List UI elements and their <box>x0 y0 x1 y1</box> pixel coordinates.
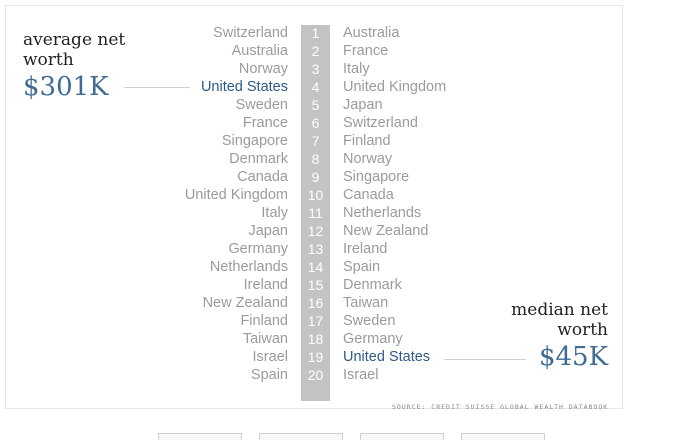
rank-number: 6 <box>311 115 320 131</box>
median-rank-country: Sweden <box>343 313 396 329</box>
median-rank-country: Israel <box>343 367 379 383</box>
average-rank-country: Spain <box>250 367 288 383</box>
average-leader-line <box>124 87 190 88</box>
rank-number: 17 <box>307 313 324 329</box>
rank-number: 14 <box>307 259 324 275</box>
rank-number: 5 <box>311 97 320 113</box>
rank-number: 16 <box>307 295 324 311</box>
bottom-tab-2[interactable] <box>259 433 343 440</box>
average-rank-country: Japan <box>248 223 288 239</box>
average-rank-country: Australia <box>231 43 288 59</box>
average-rank-country: Finland <box>240 313 288 329</box>
average-rank-country: New Zealand <box>202 295 288 311</box>
rank-number: 2 <box>311 43 320 59</box>
average-rank-country: Sweden <box>235 97 288 113</box>
rank-number: 11 <box>308 205 323 221</box>
median-rank-country: Australia <box>343 25 400 41</box>
rank-number: 12 <box>307 223 324 239</box>
average-rank-country: United Kingdom <box>184 187 288 203</box>
rank-number: 19 <box>307 349 324 365</box>
average-value: $301K <box>23 72 109 102</box>
rank-number: 20 <box>307 367 324 383</box>
rank-number: 13 <box>307 241 324 257</box>
rank-column-bar <box>301 25 330 401</box>
average-rank-country: Norway <box>238 61 288 77</box>
bottom-tab-4[interactable] <box>461 433 545 440</box>
median-rank-country: Denmark <box>343 277 402 293</box>
average-rank-country: Germany <box>228 241 288 257</box>
average-rank-country: Italy <box>261 205 288 221</box>
median-rank-country: Italy <box>343 61 370 77</box>
median-value: $45K <box>538 342 608 372</box>
median-rank-country: Spain <box>343 259 381 275</box>
average-rank-country: Singapore <box>221 133 288 149</box>
rank-number: 3 <box>311 61 320 77</box>
bottom-tab-3[interactable] <box>360 433 444 440</box>
average-rank-country: Denmark <box>229 151 288 167</box>
median-rank-country: Ireland <box>343 241 388 257</box>
median-rank-country: Canada <box>343 187 394 203</box>
median-leader-line <box>444 359 526 360</box>
average-rank-country: Switzerland <box>213 25 288 41</box>
rank-number: 9 <box>311 169 320 185</box>
rank-number: 7 <box>311 133 320 149</box>
median-rank-country: Finland <box>343 133 391 149</box>
rank-number: 4 <box>311 79 320 95</box>
bottom-tab-1[interactable] <box>158 433 242 440</box>
median-rank-country: France <box>343 43 389 59</box>
rank-number: 18 <box>307 331 324 347</box>
average-label: average net worth <box>23 30 126 70</box>
rank-number: 15 <box>307 277 324 293</box>
median-rank-country: Netherlands <box>343 205 422 221</box>
average-rank-country: United States <box>200 79 288 95</box>
average-rank-country: Israel <box>252 349 288 365</box>
average-rank-country: Netherlands <box>209 259 288 275</box>
median-rank-country: Taiwan <box>343 295 389 311</box>
median-rank-country: United Kingdom <box>343 79 447 95</box>
median-rank-country: Switzerland <box>343 115 418 131</box>
average-rank-country: Canada <box>237 169 288 185</box>
median-rank-country: United States <box>343 349 431 365</box>
median-label: median net worth <box>511 300 608 340</box>
median-rank-country: Norway <box>343 151 393 167</box>
median-rank-country: Germany <box>343 331 403 347</box>
average-rank-country: Taiwan <box>242 331 288 347</box>
source-note: SOURCE: CREDIT SUISSE GLOBAL WEALTH DATA… <box>392 403 609 411</box>
median-rank-country: New Zealand <box>343 223 429 239</box>
rank-number: 8 <box>311 151 320 167</box>
average-rank-country: Ireland <box>243 277 288 293</box>
median-rank-country: Japan <box>343 97 383 113</box>
median-rank-country: Singapore <box>343 169 410 185</box>
rank-number: 10 <box>307 187 324 203</box>
average-rank-country: France <box>242 115 288 131</box>
rank-number: 1 <box>311 25 320 41</box>
